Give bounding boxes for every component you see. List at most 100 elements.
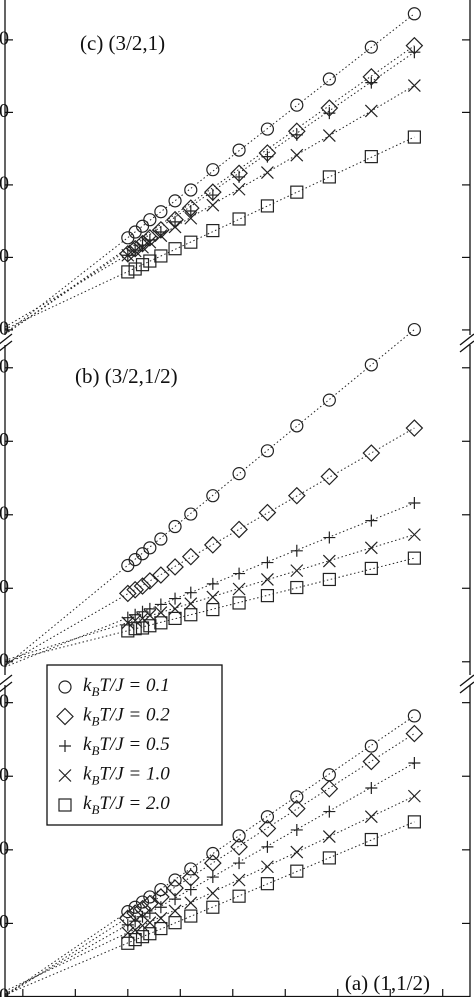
data-point [141,572,159,590]
data-point [407,79,421,92]
data-point [184,235,198,249]
break-mark [459,340,474,353]
data-point [323,805,336,818]
data-point [128,244,142,258]
data-point [168,873,182,887]
data-point [128,262,142,276]
fit-line [4,427,415,666]
data-point [136,910,149,923]
data-point [206,900,220,914]
data-point [154,249,168,263]
data-point [260,122,275,136]
data-point [322,554,336,568]
data-point [364,40,378,54]
data-point [290,98,304,112]
data-point [290,419,304,433]
data-point [143,541,157,555]
data-point [407,815,421,829]
data-point [232,467,246,481]
data-point [143,916,157,930]
data-point [261,840,274,853]
legend-label: kBT/J = 2.0 [83,793,170,817]
data-point [206,590,220,604]
data-point [323,107,336,120]
fit-line [4,715,415,996]
data-point [143,254,157,268]
y-tick-label: 0 [0,318,9,340]
data-point [287,486,306,505]
y-tick-label: 40 [0,690,9,712]
data-point [364,150,378,164]
data-point [129,915,142,928]
data-point [260,166,274,180]
break-mark [459,681,474,694]
data-point [232,182,246,196]
data-point [143,235,157,249]
data-point [135,547,150,561]
data-point [232,143,246,157]
data-point [322,170,336,184]
data-point [364,832,378,847]
y-tick-label: 40 [0,27,9,49]
data-point [230,520,248,539]
y-tick-label: 0 [0,649,9,671]
data-point [290,148,304,162]
data-point [128,933,142,947]
data-point [206,163,220,177]
data-point [168,242,182,256]
y-tick-label: 10 [0,911,9,933]
data-point [143,907,156,920]
data-point [233,567,246,580]
data-point [143,213,157,227]
data-point [232,873,246,887]
fit-line [4,136,415,330]
data-point [136,240,149,254]
data-point [166,558,184,576]
y-tick-label: 10 [0,576,9,598]
data-point [407,528,421,542]
data-point [408,46,421,59]
data-point [405,724,424,743]
data-point [405,419,424,437]
data-point [154,882,168,897]
legend-marker [56,707,74,726]
fit-line [4,85,415,328]
data-point [135,219,150,233]
legend-label: kBT/J = 0.2 [83,705,170,729]
data-point [365,514,378,527]
data-point [135,258,150,272]
data-point [232,212,246,226]
data-point [232,829,246,843]
data-point [206,189,219,202]
y-tick-label: 20 [0,502,9,524]
data-point [184,608,198,622]
data-point [184,862,198,876]
data-point [184,883,197,896]
data-point [408,497,421,510]
data-point [260,199,275,213]
data-point [407,322,421,337]
data-point [121,265,135,279]
fit-line [4,534,415,661]
data-point [290,845,304,859]
data-point [121,558,135,573]
data-point [261,556,274,569]
data-point [290,790,304,804]
data-point [206,198,220,212]
fit-line [4,329,415,667]
data-point [154,901,167,914]
data-point [184,909,198,923]
legend-marker [59,740,71,752]
fit-line [4,45,415,335]
data-point [154,532,168,546]
y-tick-label: 40 [0,355,9,377]
data-point [364,358,378,372]
data-point [206,489,220,503]
data-point [168,904,182,918]
legend: kBT/J = 0.1 kBT/J = 0.2 kBT/J = 0.5 kBT/J =… [46,664,223,826]
y-tick-label: 20 [0,837,9,859]
y-tick-label: 30 [0,100,9,122]
data-point [407,709,421,723]
data-point [143,602,156,615]
